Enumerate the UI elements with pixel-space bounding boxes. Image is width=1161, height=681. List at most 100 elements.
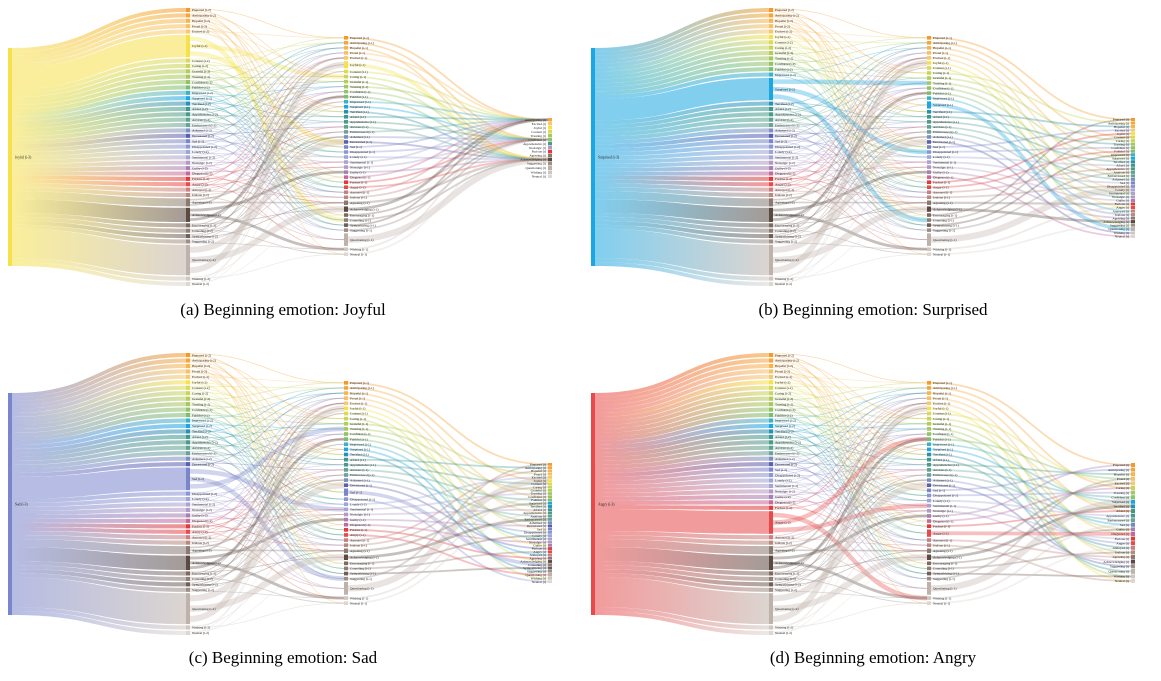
- node-neutral-i: [548, 174, 552, 178]
- node-label-suggesting-i-1: Suggesting (i-1): [933, 228, 955, 232]
- flow-link: [772, 433, 928, 458]
- flow-link: [189, 425, 345, 500]
- flow-link: [347, 448, 549, 556]
- flow-link: [189, 138, 345, 253]
- sankey-panel-joyful: Joyful (i-3) Prepared (i-2) Anticipating (…: [0, 0, 575, 292]
- node-label-afraid-i: Afraid (i): [1116, 509, 1129, 513]
- flow-link: [772, 500, 928, 512]
- flow-link: [772, 392, 928, 443]
- node-nostalgic-i-1: [344, 165, 348, 169]
- node-content-i: [548, 482, 552, 486]
- flow-link: [772, 144, 928, 198]
- node-content-i-2: [769, 40, 773, 45]
- flow-link: [189, 47, 345, 92]
- node-label-agreeing-i: Agreeing (i): [1112, 555, 1129, 559]
- flow-link: [347, 381, 549, 466]
- flow-link: [189, 416, 345, 493]
- caption-a: (a) Beginning emotion: Joyful: [180, 300, 386, 319]
- flow-link: [189, 91, 345, 176]
- flow-link: [189, 413, 345, 584]
- flow-link: [189, 36, 345, 223]
- flow-link: [189, 514, 345, 581]
- node-label-hopeful-i-1: Hopeful (i-1): [350, 391, 368, 395]
- node-label-disgusted-i-2: Disgusted (i-2): [192, 519, 212, 523]
- flow-link: [12, 171, 186, 176]
- flow-link: [772, 408, 928, 537]
- node-label-terrified-i-1: Terrified (i-1): [350, 453, 369, 457]
- node-prepared-i-2: [186, 353, 190, 358]
- flow-link: [772, 82, 928, 121]
- node-label-joyful-i-1: Joyful (i-1): [933, 407, 948, 411]
- node-label-joyful-i-2: Joyful (i-2): [192, 44, 207, 48]
- flow-link: [12, 418, 186, 445]
- flow-link: [930, 392, 1132, 512]
- node-trusting-i-2: [186, 402, 190, 407]
- flow-link: [189, 429, 345, 466]
- flow-link: [12, 18, 186, 60]
- flow-link: [772, 158, 928, 193]
- node-label-angry-i-1: Angry (i-1): [933, 531, 949, 535]
- flow-link: [347, 70, 549, 121]
- flow-link: [772, 467, 928, 507]
- flow-link: [12, 13, 186, 56]
- node-excited-i-2: [769, 374, 773, 379]
- node-nostalgic-i-1: [344, 512, 348, 517]
- flow-link: [772, 20, 928, 178]
- node-label-guilty-i-1: Guilty (i-1): [933, 170, 949, 174]
- flow-link: [189, 405, 345, 420]
- node-label-afraid-i-2: Afraid (i-2): [192, 435, 208, 439]
- node-label-anticipating-i: Anticipating (i): [525, 466, 546, 470]
- node-label-suggesting-i-1: Suggesting (i-1): [933, 577, 955, 581]
- nodes-i-1: Prepared (i-1)Anticipating (i-1)Hopeful …: [927, 381, 962, 605]
- node-suggesting-i-1: [344, 576, 348, 581]
- node-label-furious-i-2: Furious (i-2): [192, 177, 209, 181]
- node-sentimental-i-2: [186, 502, 190, 507]
- node-label-terrified-i-2: Terrified (i-2): [192, 102, 211, 106]
- flow-link: [189, 86, 345, 143]
- flow-link: [772, 13, 928, 74]
- node-impressed-i-2: [186, 418, 190, 423]
- node-anxious-i: [548, 514, 552, 518]
- node-label-questioning-i-2: Questioning (i-2): [192, 607, 215, 611]
- node-anxious-i-1: [927, 125, 931, 129]
- node-grateful-i-2: [769, 396, 773, 401]
- node-label-anxious-i-1: Anxious (i-1): [350, 125, 368, 129]
- flow-link: [930, 539, 1132, 558]
- node-label-content-i-2: Content (i-2): [775, 40, 793, 44]
- node-consoling-i-2: [769, 576, 773, 581]
- flow-link: [189, 413, 345, 574]
- node-furious-i: [548, 149, 552, 154]
- flow-link: [347, 158, 549, 204]
- flow-link: [772, 496, 928, 546]
- node-label-furious-i: Furious (i): [1115, 202, 1129, 206]
- node-joyful-i-1: [927, 406, 931, 411]
- node-label-embarrassed-i-2: Embarrassed (i-2): [192, 123, 216, 127]
- flow-link: [772, 481, 928, 502]
- flow-link: [772, 86, 928, 155]
- flow-link: [772, 139, 928, 163]
- node-label-nostalgic-i: Nostalgic (i): [529, 146, 546, 150]
- flow-link: [347, 115, 549, 121]
- node-disgusted-i-1: [344, 522, 348, 527]
- flow-link: [189, 228, 345, 255]
- node-label-proud-i-1: Proud (i-1): [933, 396, 948, 400]
- flow-link: [772, 97, 928, 281]
- node-annoyed-i-1: [344, 538, 348, 542]
- node-devastated-i-2: [769, 462, 773, 467]
- flow-link: [189, 42, 345, 60]
- node-anticipating-i: [1131, 467, 1135, 472]
- flow-link: [930, 51, 1132, 174]
- flow-link: [772, 392, 928, 491]
- flow-link: [189, 433, 345, 500]
- node-joyful-i-1: [344, 406, 348, 411]
- flow-link: [930, 479, 1132, 545]
- flow-link: [772, 57, 928, 157]
- node-label-caring-i-1: Caring (i-1): [350, 417, 366, 421]
- node-label-questioning-i-1: Questioning (i-1): [933, 238, 956, 242]
- node-label-furious-i-1: Furious (i-1): [350, 180, 367, 184]
- flow-link: [772, 448, 928, 589]
- node-label-sad-i: Sad (i): [1120, 523, 1129, 527]
- flow-link: [12, 402, 186, 433]
- flow-link: [347, 392, 549, 498]
- flow-link: [189, 27, 345, 72]
